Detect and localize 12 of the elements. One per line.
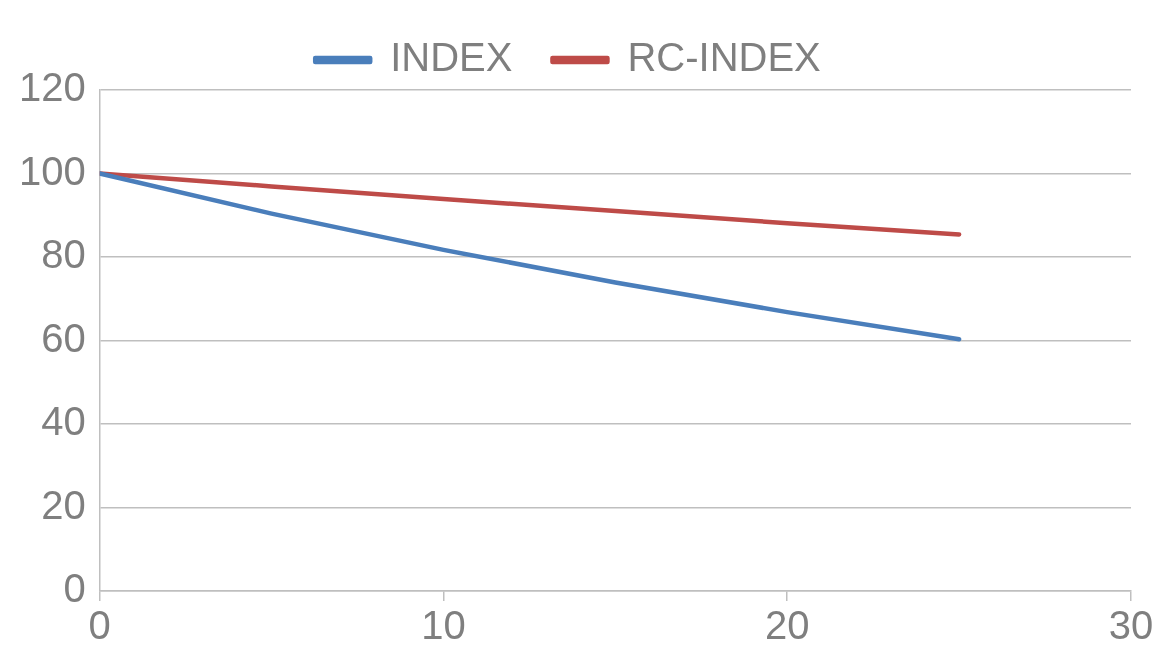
legend-label: RC-INDEX [627,35,821,80]
legend-label: INDEX [390,35,513,80]
y-tick-label: 40 [41,399,86,444]
y-tick-label: 60 [41,315,86,360]
x-tick-label: 30 [1108,603,1154,648]
y-tick-label: 80 [41,232,86,277]
y-tick-label: 120 [18,65,86,110]
y-tick-label: 100 [18,148,86,193]
y-tick-label: 0 [63,566,86,611]
x-tick-label: 10 [421,603,466,648]
x-tick-label: 20 [765,603,810,648]
y-tick-label: 20 [41,482,86,527]
